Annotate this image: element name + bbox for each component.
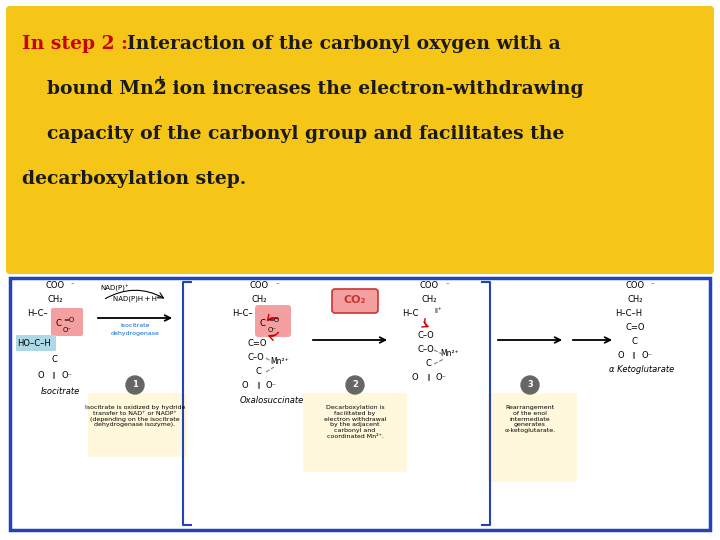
Text: CH₂: CH₂ (252, 295, 268, 304)
Text: capacity of the carbonyl group and facilitates the: capacity of the carbonyl group and facil… (47, 125, 564, 143)
Text: C–O: C–O (418, 345, 435, 354)
FancyBboxPatch shape (488, 393, 577, 482)
Text: α Ketoglutarate: α Ketoglutarate (609, 365, 674, 374)
Text: C: C (426, 359, 432, 368)
FancyBboxPatch shape (255, 305, 291, 337)
Text: =O: =O (268, 317, 279, 323)
Text: Rearrangement
of the enol
intermediate
generates
α-ketoglutarate.: Rearrangement of the enol intermediate g… (505, 405, 556, 433)
Text: C: C (631, 337, 637, 346)
Text: C=O: C=O (248, 339, 268, 348)
Text: Isocitrate: Isocitrate (41, 387, 80, 396)
Text: O: O (37, 371, 44, 380)
Text: C=O: C=O (625, 323, 644, 332)
Text: CH₂: CH₂ (422, 295, 438, 304)
Text: CO₂: CO₂ (344, 295, 366, 305)
Text: COO: COO (625, 281, 644, 290)
Text: ∥: ∥ (631, 351, 634, 358)
Text: Interaction of the carbonyl oxygen with a: Interaction of the carbonyl oxygen with … (127, 35, 561, 53)
Text: COO: COO (45, 281, 64, 290)
FancyBboxPatch shape (51, 308, 83, 336)
Text: H–C–: H–C– (27, 309, 48, 318)
Text: +: + (155, 74, 166, 87)
Text: Decarboxylation is
facilitated by
electron withdrawal
by the adjacent
carbonyl a: Decarboxylation is facilitated by electr… (324, 405, 386, 439)
Text: O⁻: O⁻ (436, 373, 447, 382)
Text: ∥: ∥ (51, 371, 55, 378)
Text: C–O: C–O (418, 331, 435, 340)
Text: Isocitrate is oxidized by hydride
transfer to NAD⁺ or NADP⁺
(depending on the is: Isocitrate is oxidized by hydride transf… (85, 405, 185, 427)
Text: C: C (51, 355, 57, 364)
Text: COO: COO (420, 281, 439, 290)
Text: O⁻: O⁻ (63, 327, 72, 333)
Text: C: C (260, 319, 266, 328)
Text: O⁻: O⁻ (641, 351, 652, 360)
FancyBboxPatch shape (303, 393, 407, 472)
FancyBboxPatch shape (6, 6, 714, 274)
Text: 2: 2 (352, 380, 358, 389)
Text: 3: 3 (527, 380, 533, 389)
Text: C: C (256, 367, 262, 376)
Text: ⁻: ⁻ (71, 282, 75, 288)
Text: O: O (617, 351, 624, 360)
Text: COO: COO (250, 281, 269, 290)
Text: ⁻: ⁻ (276, 282, 280, 288)
Text: O: O (412, 373, 418, 382)
Text: O: O (242, 381, 248, 390)
Text: H–C: H–C (402, 309, 418, 318)
Circle shape (346, 376, 364, 394)
Text: C: C (55, 319, 61, 328)
Text: O⁻: O⁻ (266, 381, 277, 390)
Text: ⁻: ⁻ (446, 282, 450, 288)
Text: NAD(P)⁺: NAD(P)⁺ (100, 285, 129, 292)
Text: bound Mn2: bound Mn2 (47, 80, 167, 98)
Text: ion increases the electron-withdrawing: ion increases the electron-withdrawing (166, 80, 584, 98)
Text: II⁺: II⁺ (434, 308, 442, 314)
Text: CH₂: CH₂ (627, 295, 642, 304)
Text: HO–C–H: HO–C–H (17, 339, 50, 348)
FancyBboxPatch shape (88, 393, 187, 457)
Text: Mn²⁺: Mn²⁺ (440, 349, 459, 358)
Text: ∥: ∥ (256, 381, 259, 388)
Text: ∥: ∥ (426, 373, 430, 380)
Circle shape (521, 376, 539, 394)
Circle shape (126, 376, 144, 394)
Text: Oxalosuccinate: Oxalosuccinate (240, 396, 305, 405)
Text: O⁻: O⁻ (61, 371, 72, 380)
Text: =O: =O (63, 317, 74, 323)
Text: Mn²⁺: Mn²⁺ (270, 357, 289, 366)
Text: NAD(P)H + H⁺: NAD(P)H + H⁺ (113, 296, 161, 303)
FancyBboxPatch shape (16, 335, 56, 351)
Text: dehydrogenase: dehydrogenase (111, 331, 159, 336)
Text: CH₂: CH₂ (47, 295, 63, 304)
Text: H–C–: H–C– (232, 309, 253, 318)
Text: 1: 1 (132, 380, 138, 389)
Text: In step 2 :: In step 2 : (22, 35, 135, 53)
Text: isocitrate: isocitrate (120, 323, 150, 328)
Text: decarboxylation step.: decarboxylation step. (22, 170, 246, 188)
FancyBboxPatch shape (10, 278, 710, 530)
Text: O⁻: O⁻ (268, 327, 277, 333)
FancyBboxPatch shape (332, 289, 378, 313)
Text: C–O: C–O (248, 353, 265, 362)
Text: H–C–H: H–C–H (615, 309, 642, 318)
Text: ⁻: ⁻ (651, 282, 654, 288)
